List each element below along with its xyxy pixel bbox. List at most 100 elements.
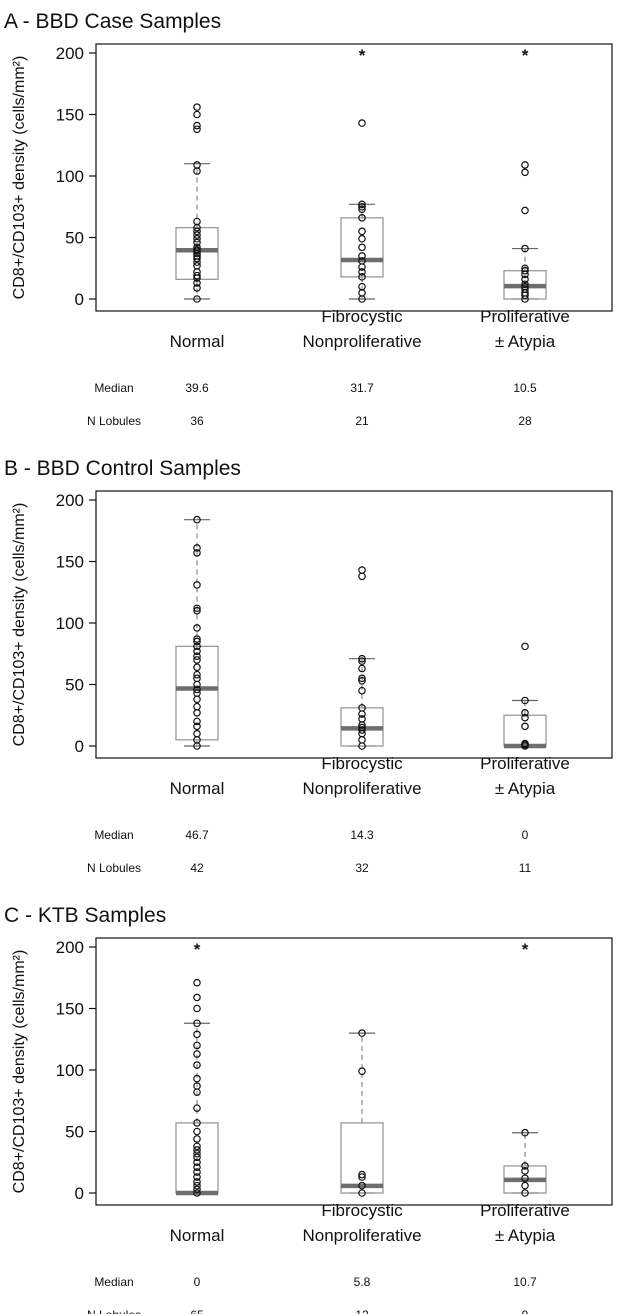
y-axis-label: CD8+/CD103+ density (cells/mm²) bbox=[11, 503, 28, 747]
n-lobules-value: 21 bbox=[355, 414, 369, 428]
category-label-line2: ± Atypia bbox=[495, 1226, 556, 1245]
data-point bbox=[193, 637, 201, 646]
data-point bbox=[358, 677, 366, 685]
data-point bbox=[358, 227, 366, 236]
category-label: Normal bbox=[170, 332, 225, 351]
median-value: 0 bbox=[194, 1275, 201, 1289]
data-point bbox=[358, 674, 366, 683]
data-point bbox=[521, 708, 529, 717]
data-point bbox=[193, 121, 201, 130]
data-point bbox=[193, 227, 201, 236]
data-point bbox=[193, 1074, 201, 1083]
data-point bbox=[193, 708, 201, 717]
data-point bbox=[193, 234, 201, 243]
data-point bbox=[521, 1162, 529, 1170]
data-point bbox=[358, 704, 366, 712]
data-point bbox=[358, 205, 366, 214]
data-point bbox=[193, 1173, 201, 1181]
data-point bbox=[358, 1067, 366, 1076]
data-point bbox=[193, 261, 201, 270]
significance-marker: * bbox=[359, 46, 366, 65]
data-point bbox=[193, 1158, 201, 1167]
data-point bbox=[521, 1174, 529, 1183]
median-value: 0 bbox=[522, 828, 529, 842]
data-point bbox=[193, 685, 201, 694]
data-point bbox=[521, 266, 529, 275]
y-tick-label: 200 bbox=[56, 938, 84, 957]
y-tick-label: 100 bbox=[56, 614, 84, 633]
data-point bbox=[358, 715, 366, 723]
data-point bbox=[521, 696, 529, 705]
panel-b: B - BBD Control Samples 0 50 100 150 200 CD8+/… bbox=[4, 457, 613, 875]
data-point bbox=[521, 1189, 529, 1197]
data-point bbox=[358, 572, 366, 581]
data-point bbox=[193, 1082, 201, 1090]
y-tick-label: 50 bbox=[65, 1123, 84, 1142]
data-point bbox=[193, 271, 201, 280]
chart-title: C - KTB Samples bbox=[4, 904, 166, 927]
data-point bbox=[358, 654, 366, 663]
significance-marker: * bbox=[522, 46, 529, 65]
median-value: 46.7 bbox=[185, 828, 209, 842]
data-point bbox=[358, 252, 366, 260]
category-label-line2: Nonproliferative bbox=[302, 779, 421, 798]
n-lobules-value: 12 bbox=[355, 1308, 369, 1314]
median-value: 39.6 bbox=[185, 381, 209, 395]
data-point bbox=[193, 635, 201, 643]
median-row-label: Median bbox=[94, 828, 133, 842]
y-tick-label: 50 bbox=[65, 676, 84, 695]
panel-a: A - BBD Case Samples 0 50 100 150 200 CD8+/CD1… bbox=[4, 10, 613, 428]
data-point bbox=[193, 729, 201, 738]
data-point bbox=[358, 202, 366, 211]
data-point bbox=[358, 214, 366, 222]
median-row-label: Median bbox=[94, 381, 133, 395]
data-point bbox=[358, 664, 366, 673]
data-point bbox=[193, 652, 201, 661]
y-tick-label: 0 bbox=[75, 737, 84, 756]
n-lobules-row-label: N Lobules bbox=[87, 861, 141, 875]
median-value: 14.3 bbox=[350, 828, 374, 842]
data-point bbox=[193, 722, 201, 731]
data-point bbox=[358, 726, 366, 734]
data-point bbox=[358, 657, 366, 665]
data-point bbox=[521, 282, 529, 291]
data-point bbox=[193, 544, 201, 552]
plot-frame bbox=[95, 43, 613, 312]
data-point bbox=[193, 1142, 201, 1151]
data-point bbox=[358, 200, 366, 209]
data-point bbox=[521, 713, 529, 722]
category-label-line2: ± Atypia bbox=[495, 779, 556, 798]
data-point bbox=[358, 1173, 366, 1181]
y-tick-label: 0 bbox=[75, 1184, 84, 1203]
data-point bbox=[193, 110, 201, 119]
n-lobules-value: 32 bbox=[355, 861, 369, 875]
data-point bbox=[193, 284, 201, 292]
data-point bbox=[193, 1168, 201, 1176]
data-point bbox=[521, 1128, 529, 1137]
data-point bbox=[193, 254, 201, 263]
category-label-line2: Nonproliferative bbox=[302, 332, 421, 351]
data-point bbox=[521, 1167, 529, 1175]
panel-c: C - KTB Samples 0 50 100 150 200 CD8+/CD103+ d… bbox=[4, 904, 613, 1314]
significance-marker: * bbox=[522, 940, 529, 959]
data-point bbox=[193, 1019, 201, 1028]
iqr-box bbox=[175, 645, 219, 741]
data-point bbox=[193, 656, 201, 664]
n-lobules-row-label: N Lobules bbox=[87, 414, 141, 428]
n-lobules-value: 42 bbox=[190, 861, 204, 875]
data-point bbox=[193, 717, 201, 726]
data-point bbox=[193, 647, 201, 656]
data-point bbox=[193, 624, 201, 632]
category-label-line1: Fibrocystic bbox=[321, 307, 403, 326]
data-point bbox=[193, 125, 201, 134]
data-point bbox=[193, 1127, 201, 1136]
y-tick-label: 150 bbox=[56, 553, 84, 572]
data-point bbox=[521, 285, 529, 293]
data-point bbox=[521, 739, 529, 748]
data-point bbox=[358, 1170, 366, 1179]
n-lobules-value: 28 bbox=[518, 414, 532, 428]
data-point bbox=[521, 244, 529, 253]
data-point bbox=[193, 702, 201, 711]
data-point bbox=[193, 515, 201, 524]
data-point bbox=[193, 1004, 201, 1013]
